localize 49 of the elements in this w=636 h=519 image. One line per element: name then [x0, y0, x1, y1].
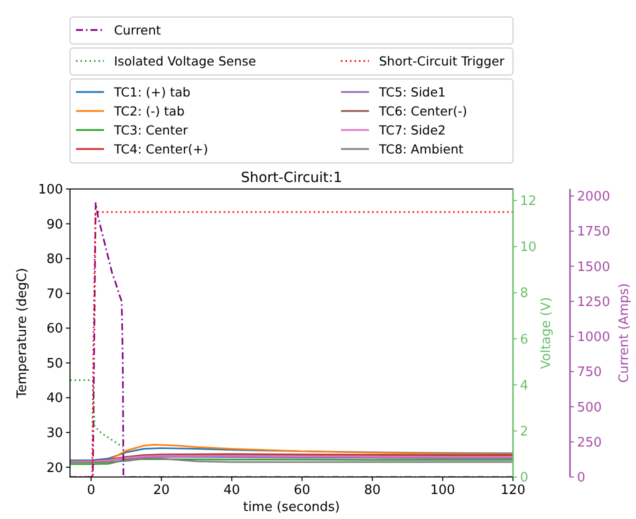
y2-tick-label: 2: [520, 424, 528, 440]
y-tick-label: 60: [46, 322, 63, 337]
x-axis-title: time (seconds): [243, 500, 340, 515]
legend-label: TC3: Center: [113, 122, 189, 138]
x-tick-label: 100: [430, 483, 456, 498]
legend-label: TC7: Side2: [378, 122, 446, 138]
y3-tick-label: 750: [577, 365, 602, 380]
chart-title: Short-Circuit:1: [240, 170, 342, 186]
y2-tick-label: 8: [520, 286, 528, 302]
legend-label: TC5: Side1: [378, 84, 446, 100]
y3-tick-label: 2000: [577, 190, 610, 205]
y-tick-label: 30: [46, 426, 63, 441]
y3-tick-label: 0: [577, 470, 586, 486]
y2-tick-label: 12: [520, 194, 537, 210]
y-tick-label: 100: [38, 182, 63, 198]
legend-label: Isolated Voltage Sense: [114, 54, 256, 68]
y2-tick-label: 0: [520, 470, 528, 486]
y2-axis-title: Voltage (V): [539, 297, 554, 369]
y3-axis-title: Current (Amps): [617, 283, 632, 383]
y-tick-label: 80: [46, 252, 63, 268]
y-tick-label: 50: [46, 356, 63, 372]
x-tick-label: 120: [500, 483, 526, 498]
line-series: [70, 379, 124, 448]
y2-tick-label: 6: [520, 332, 528, 348]
legend-label: Current: [114, 22, 162, 38]
x-tick-label: 60: [294, 483, 310, 498]
y2-tick-label: 4: [520, 378, 528, 394]
y3-tick-label: 1500: [577, 260, 610, 275]
y3-tick-label: 250: [577, 435, 602, 450]
x-tick-label: 80: [364, 483, 381, 498]
y-tick-label: 70: [46, 286, 63, 302]
y-tick-label: 40: [46, 391, 63, 406]
y3-tick-label: 1000: [577, 330, 610, 346]
y3-tick-label: 1250: [577, 294, 610, 310]
y3-tick-label: 500: [577, 400, 602, 416]
legend-label: TC2: (-) tab: [113, 104, 185, 118]
y-tick-label: 90: [46, 217, 63, 232]
x-tick-label: 20: [153, 483, 170, 498]
y-tick-label: 20: [46, 460, 63, 476]
y3-tick-label: 1750: [577, 224, 610, 240]
x-tick-label: 0: [86, 483, 96, 498]
legend-label: TC4: Center(+): [113, 142, 208, 156]
y2-tick-label: 10: [520, 240, 537, 256]
y-axis-title: Temperature (degC): [15, 268, 30, 400]
legend-label: TC6: Center(-): [378, 104, 468, 118]
legend-label: TC8: Ambient: [378, 142, 464, 156]
legend-label: TC1: (+) tab: [113, 84, 191, 100]
legend-label: Short-Circuit Trigger: [379, 54, 506, 68]
x-tick-label: 40: [223, 483, 240, 498]
